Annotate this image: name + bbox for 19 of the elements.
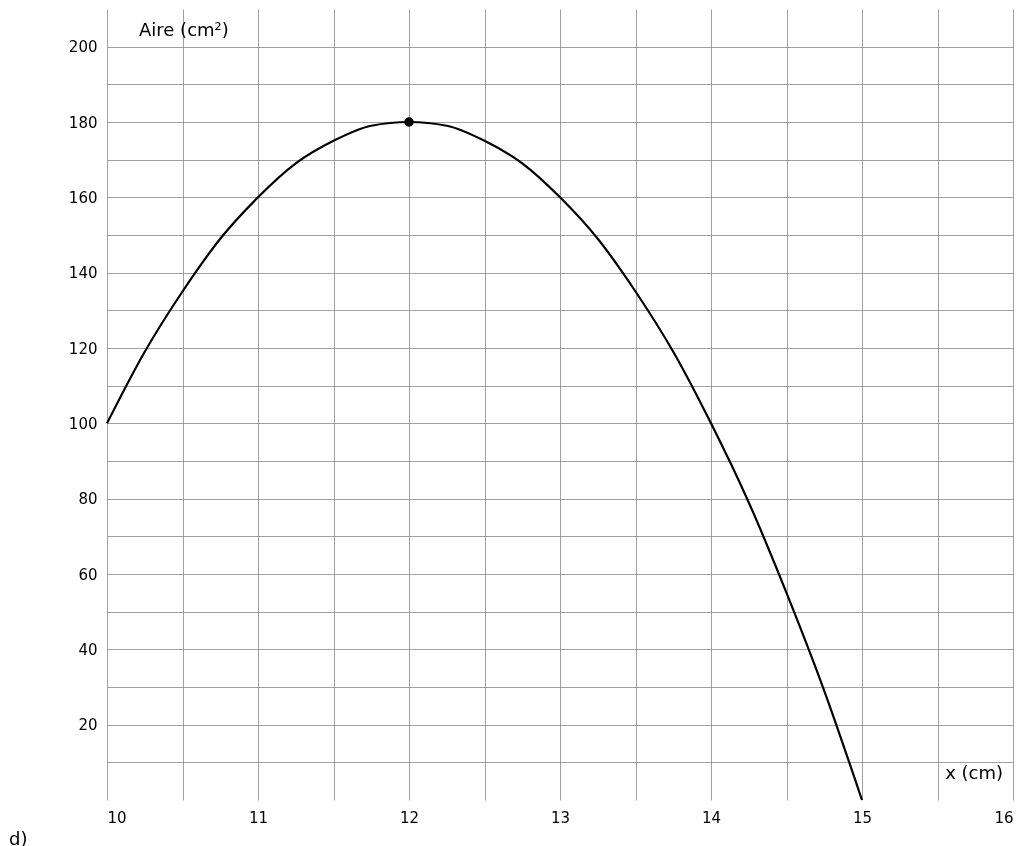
x-tick-label: 11 [248, 808, 269, 827]
y-tick-label: 40 [78, 640, 98, 659]
y-axis-title: Aire (cm²) [139, 19, 229, 40]
y-tick-label: 60 [78, 565, 98, 584]
y-tick-label: 80 [78, 490, 98, 509]
x-tick-label: 13 [550, 808, 571, 827]
y-tick-label: 120 [68, 339, 98, 358]
y-tick-label: 20 [78, 716, 98, 735]
x-tick-label: 10 [107, 808, 127, 827]
y-tick-label: 160 [68, 188, 98, 207]
x-tick-label: 16 [994, 808, 1014, 827]
y-tick-label: 140 [68, 264, 98, 283]
x-tick-label: 15 [852, 808, 873, 827]
x-tick-label: 12 [399, 808, 420, 827]
x-tick-label: 14 [701, 808, 722, 827]
y-tick-label: 100 [68, 414, 98, 433]
y-tick-label: 200 [68, 38, 98, 57]
y-tick-label: 180 [68, 113, 98, 132]
x-axis-title: x (cm) [945, 762, 1003, 783]
